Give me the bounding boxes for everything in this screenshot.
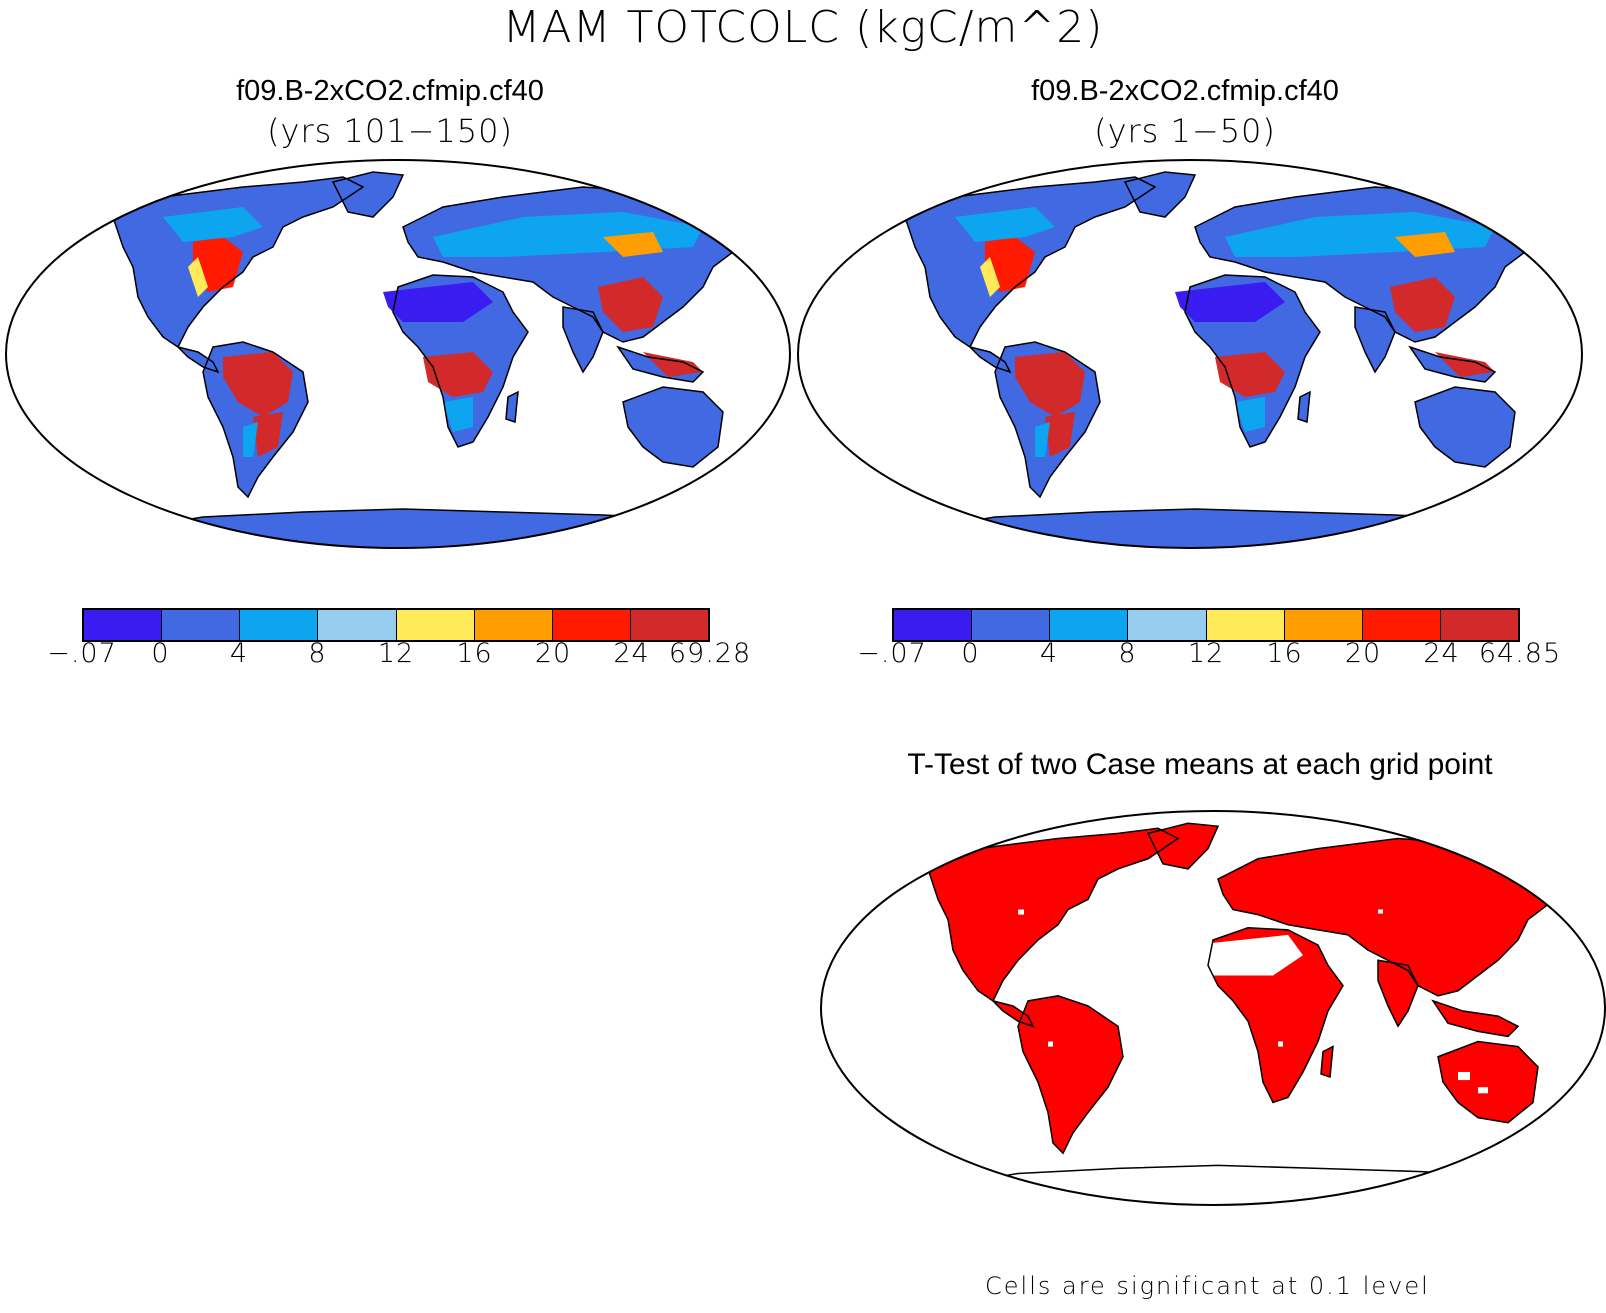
colorbar-swatch <box>474 610 553 640</box>
colorbar-tick-label: −.07 <box>857 638 927 669</box>
colorbar-tick-label: 8 <box>308 638 327 669</box>
colorbar-swatch <box>972 610 1051 640</box>
colorbar-tick-label: 16 <box>456 638 493 669</box>
colorbar-tick-label: 0 <box>961 638 980 669</box>
significance-footnote: Cells are significant at 0.1 level <box>985 1272 1430 1300</box>
colorbar-tick-label: 69.28 <box>668 638 752 669</box>
right-panel-case: f09.B-2xCO2.cfmip.cf40 <box>1031 75 1339 107</box>
colorbar-tick-label: 12 <box>377 638 415 669</box>
colorbar-swatch <box>1050 610 1129 640</box>
colorbar-tick-label: 16 <box>1266 638 1303 669</box>
colorbar-swatch <box>1440 610 1518 640</box>
colorbar-swatch <box>1362 610 1441 640</box>
left-map <box>5 159 791 549</box>
left-panel-years: (yrs 101−150) <box>267 112 513 150</box>
colorbar-swatch <box>1284 610 1363 640</box>
left-colorbar <box>82 608 710 642</box>
colorbar-swatch <box>318 610 397 640</box>
colorbar-swatch <box>552 610 631 640</box>
colorbar-tick-label: 20 <box>534 638 572 669</box>
right-colorbar <box>892 608 1520 642</box>
colorbar-swatch <box>162 610 241 640</box>
colorbar-tick-label: 4 <box>229 638 249 669</box>
ttest-map <box>820 810 1606 1206</box>
left-panel-case: f09.B-2xCO2.cfmip.cf40 <box>236 75 544 107</box>
colorbar-tick-label: 24 <box>613 638 650 669</box>
colorbar-tick-label: 0 <box>151 638 170 669</box>
colorbar-tick-label: 64.85 <box>1478 638 1562 669</box>
colorbar-tick-label: 20 <box>1344 638 1382 669</box>
colorbar-swatch <box>1206 610 1285 640</box>
colorbar-swatch <box>894 610 973 640</box>
colorbar-tick-label: 8 <box>1118 638 1137 669</box>
colorbar-tick-label: 24 <box>1423 638 1460 669</box>
colorbar-tick-label: 4 <box>1039 638 1059 669</box>
colorbar-swatch <box>240 610 319 640</box>
colorbar-swatch <box>396 610 475 640</box>
colorbar-tick-label: 12 <box>1187 638 1225 669</box>
ttest-title: T-Test of two Case means at each grid po… <box>907 748 1493 781</box>
colorbar-swatch <box>84 610 163 640</box>
figure-title: MAM TOTCOLC (kgC/m^2) <box>502 2 1104 53</box>
right-panel-years: (yrs 1−50) <box>1094 112 1276 150</box>
colorbar-swatch <box>630 610 708 640</box>
right-map <box>797 159 1583 549</box>
colorbar-tick-label: −.07 <box>47 638 117 669</box>
colorbar-swatch <box>1128 610 1207 640</box>
